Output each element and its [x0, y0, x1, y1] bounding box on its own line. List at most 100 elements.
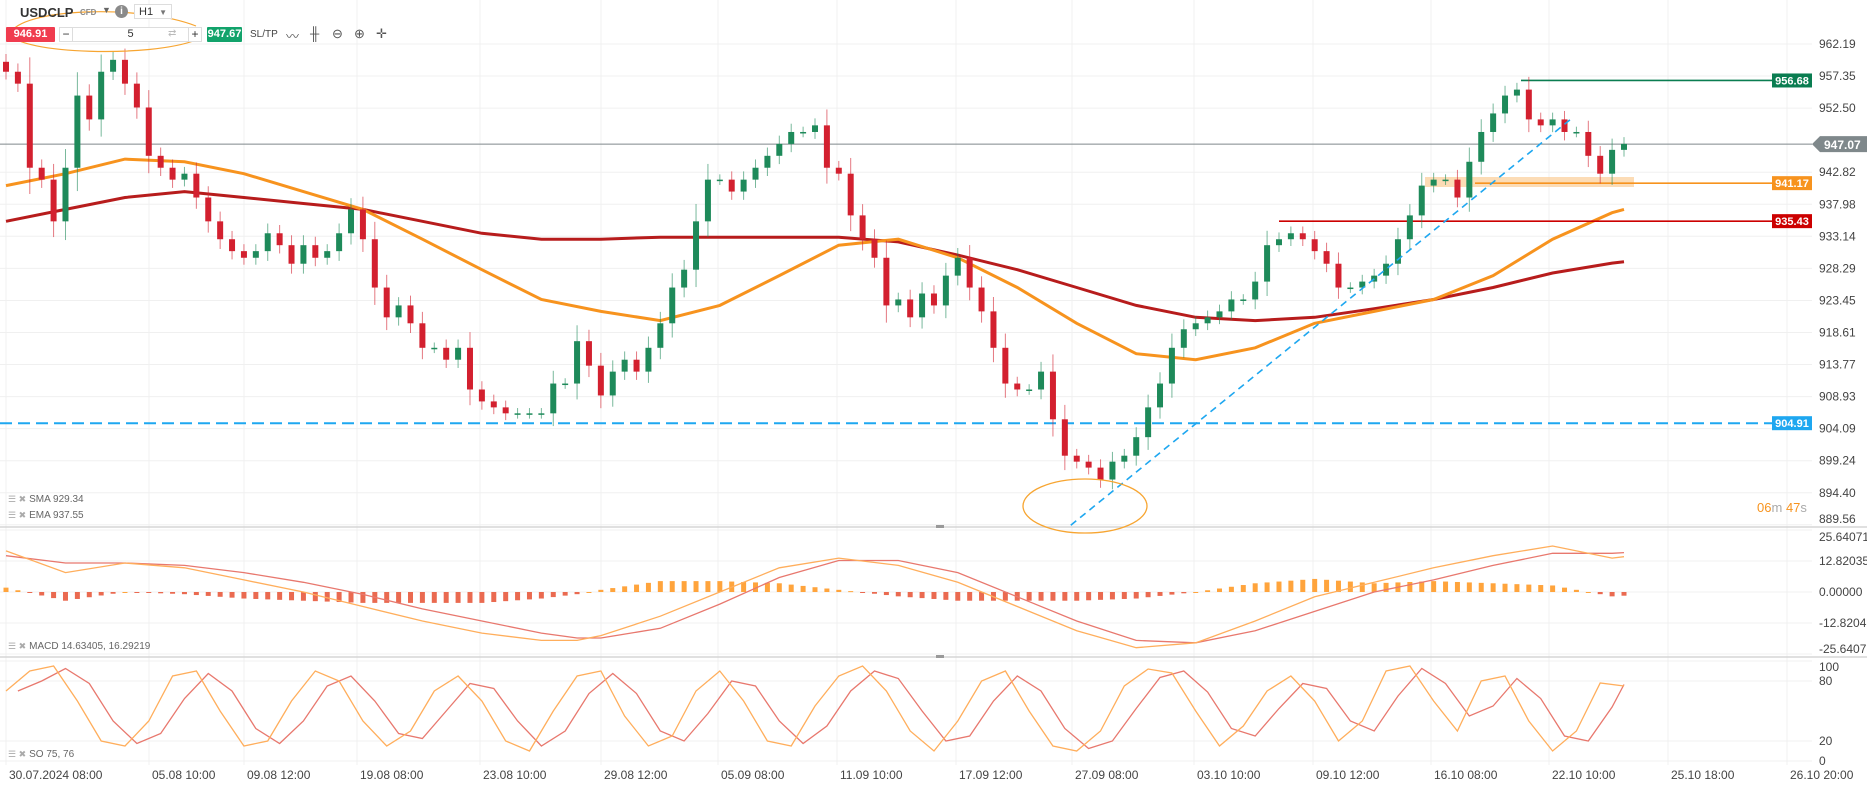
candle	[1621, 137, 1627, 157]
candle	[645, 336, 652, 383]
sma-line	[5, 190, 1625, 323]
candle-body	[205, 197, 212, 222]
candle-body	[657, 323, 664, 348]
resistance-zone[interactable]	[1425, 177, 1634, 187]
candle-body	[847, 173, 854, 216]
crosshair-icon[interactable]: ✛	[376, 26, 387, 41]
quantity-input[interactable]: 5	[73, 27, 188, 42]
zoom-out-icon[interactable]: ⊖	[332, 26, 343, 41]
candles	[3, 48, 1627, 490]
increase-quantity-button[interactable]: +	[188, 27, 202, 42]
macd-legend[interactable]: ☰ ✖ MACD 14.63405, 16.29219	[8, 640, 150, 652]
macd-histogram-bar	[1169, 592, 1175, 595]
symbol-name[interactable]: USDCLP	[20, 5, 74, 20]
candle-body	[1168, 347, 1175, 384]
candle-body	[252, 251, 259, 258]
macd-histogram-bar	[610, 588, 616, 592]
x-tick-label: 05.09 08:00	[721, 768, 785, 782]
macd-histogram-bar	[634, 584, 640, 592]
macd-histogram-bar	[39, 592, 45, 596]
candle	[562, 378, 569, 389]
candle-body	[514, 413, 521, 415]
price-tick-label: 937.98	[1819, 197, 1856, 211]
candle-body	[1097, 467, 1104, 480]
line-chart-icon[interactable]: 〰	[286, 29, 300, 44]
macd-histogram-bar	[1288, 580, 1294, 592]
macd-histogram-bar	[1300, 579, 1306, 592]
sell-button[interactable]: 946.91	[6, 27, 55, 42]
candle	[1561, 110, 1568, 141]
stochastic-pane	[5, 665, 1625, 752]
so-legend[interactable]: ☰ ✖ SO 75, 76	[8, 748, 74, 760]
macd-histogram-bar	[1074, 592, 1080, 601]
candle	[1264, 230, 1271, 296]
x-tick-label: 30.07.2024 08:00	[9, 768, 103, 782]
candle-body	[1585, 131, 1592, 156]
timeframe-select[interactable]: H1 ▼	[134, 4, 172, 19]
sltp-button[interactable]: SL/TP	[250, 29, 278, 40]
ema-legend[interactable]: ☰ ✖ EMA 937.55	[8, 509, 84, 521]
pane-resize-handle[interactable]	[936, 525, 944, 528]
x-tick-label: 29.08 12:00	[604, 768, 668, 782]
candle-body	[502, 407, 509, 414]
candle	[1537, 112, 1544, 133]
candle	[276, 224, 283, 254]
candle	[585, 329, 592, 378]
annotation-ellipse[interactable]	[9, 11, 197, 35]
candle-body	[1406, 215, 1413, 240]
candle-body	[1180, 329, 1187, 348]
macd-histogram-bar	[907, 592, 913, 598]
decrease-quantity-button[interactable]: −	[59, 27, 73, 42]
macd-histogram-bar	[955, 592, 961, 601]
candle	[1323, 242, 1330, 273]
macd-histogram-bar	[396, 592, 402, 603]
info-icon[interactable]: i	[115, 5, 128, 18]
macd-histogram-bar	[622, 586, 628, 592]
swap-icon[interactable]: ⇄	[168, 28, 177, 39]
stoch-tick-label: 20	[1819, 734, 1833, 748]
buy-button[interactable]: 947.67	[207, 27, 242, 42]
macd-histogram-bar	[1264, 582, 1270, 592]
annotation-ellipse[interactable]	[1022, 478, 1148, 534]
settings-icon[interactable]: ☰ ✖	[8, 641, 27, 651]
candle-body	[181, 173, 188, 180]
candle	[1383, 255, 1390, 284]
sma-legend[interactable]: ☰ ✖ SMA 929.34	[8, 493, 84, 505]
macd-histogram-bar	[1002, 592, 1008, 601]
countdown-unit: s	[1800, 500, 1807, 515]
settings-icon[interactable]: ☰ ✖	[8, 494, 27, 504]
macd-histogram-bar	[705, 581, 711, 592]
settings-icon[interactable]: ☰ ✖	[8, 749, 27, 759]
candle	[288, 235, 295, 274]
candle	[74, 72, 81, 192]
candle-body	[1311, 239, 1318, 252]
candle	[609, 360, 616, 407]
macd-histogram-bar	[146, 592, 152, 593]
macd-histogram-bar	[312, 592, 318, 602]
zoom-in-icon[interactable]: ⊕	[354, 26, 365, 41]
macd-histogram-bar	[812, 587, 818, 592]
candle-body	[145, 107, 152, 156]
macd-histogram-bar	[1324, 579, 1330, 592]
candle-body	[812, 125, 818, 132]
settings-icon[interactable]: ☰ ✖	[8, 510, 27, 520]
candle-body	[312, 245, 319, 258]
candle	[395, 297, 402, 326]
candle	[716, 174, 723, 185]
candle-body	[966, 257, 973, 288]
candle-body	[1359, 281, 1366, 288]
macd-histogram-bar	[895, 592, 901, 597]
candle-body	[1609, 149, 1616, 174]
candle	[621, 351, 628, 380]
pane-resize-handle[interactable]	[936, 655, 944, 658]
candle-body	[276, 233, 283, 246]
candle-body	[752, 167, 759, 180]
instrument-type: CFD	[80, 8, 97, 17]
macd-histogram-bar	[277, 592, 283, 600]
candle	[1347, 282, 1354, 293]
chevron-down-icon[interactable]: ▼	[102, 5, 111, 15]
candles-icon[interactable]: ╫	[310, 26, 320, 41]
horizontal-levels[interactable]	[0, 79, 1812, 425]
candle-body	[1561, 119, 1568, 132]
